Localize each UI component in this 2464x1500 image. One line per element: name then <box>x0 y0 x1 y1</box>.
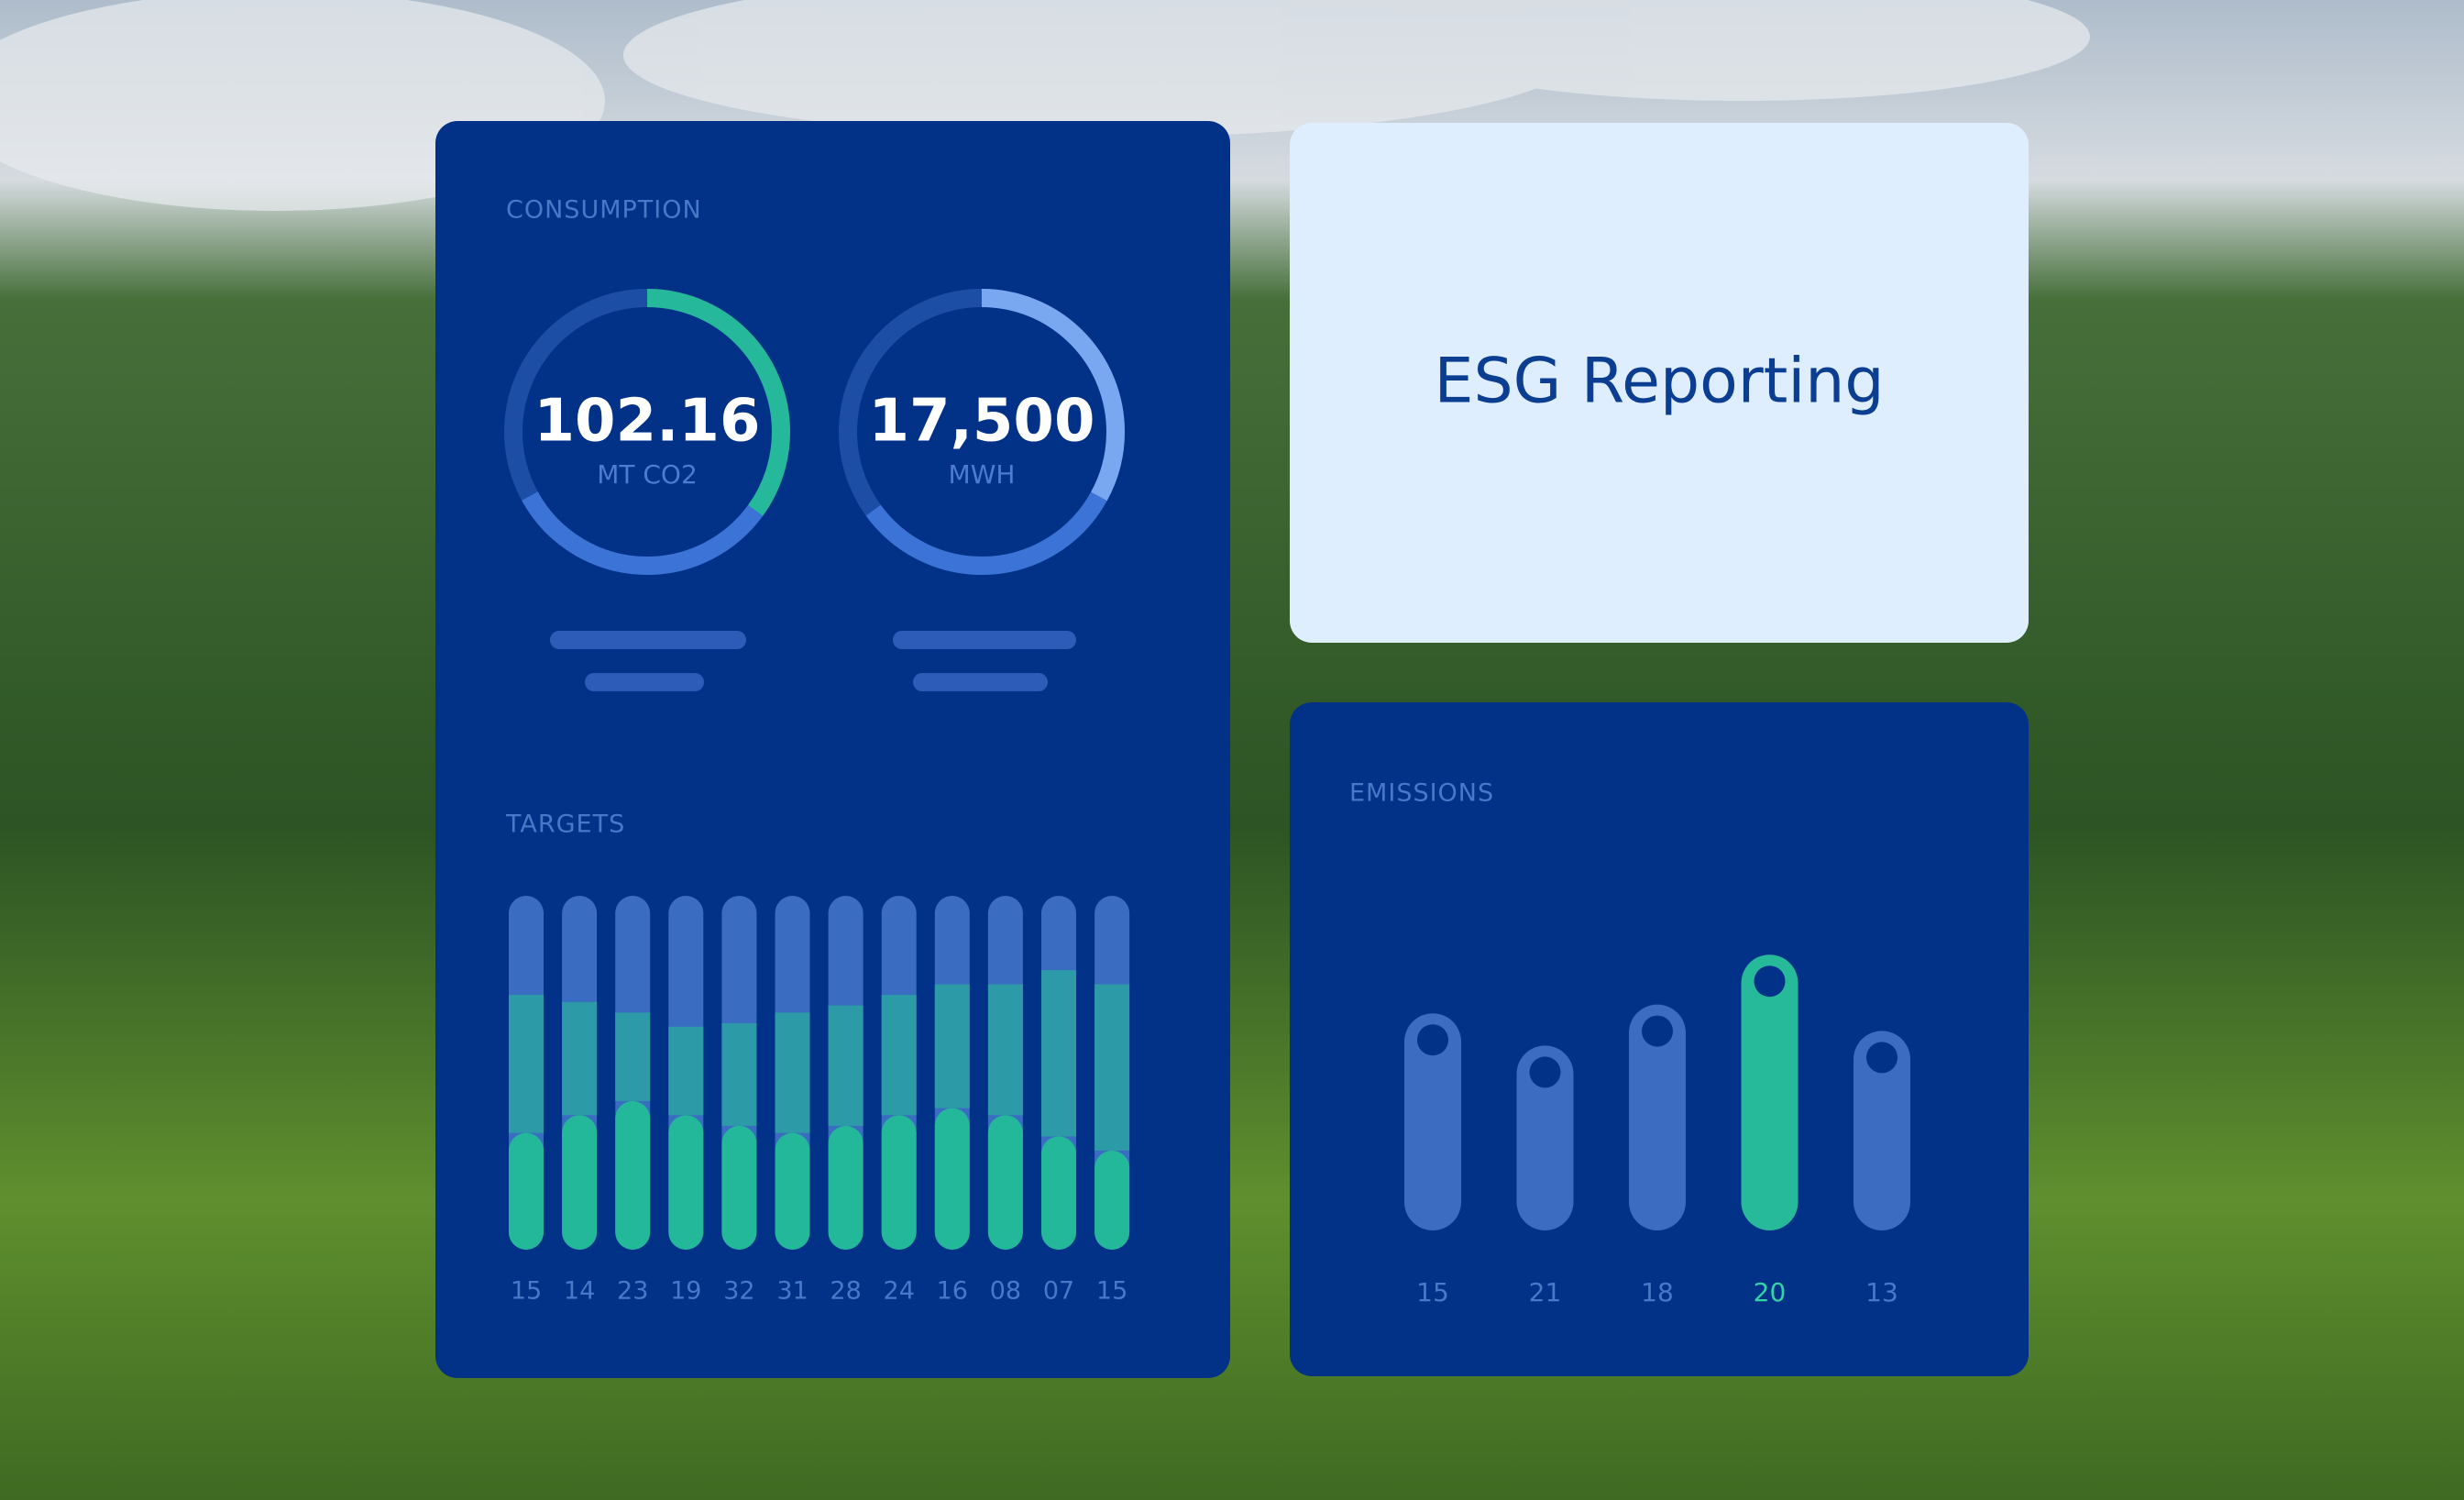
target-bar <box>509 995 544 1133</box>
target-bar <box>562 1115 598 1250</box>
target-label: 23 <box>617 1277 648 1306</box>
emission-bar <box>1741 954 1798 1230</box>
consumption-title: CONSUMPTION <box>506 196 702 225</box>
target-bar <box>828 1125 864 1250</box>
targets-title: TARGETS <box>505 811 625 839</box>
emissions-title: EMISSIONS <box>1349 779 1494 808</box>
emission-dot <box>1754 965 1786 998</box>
gauge-segment <box>839 289 1125 575</box>
target-bar <box>615 1012 651 1101</box>
target-bar <box>1094 1150 1130 1250</box>
clouds <box>0 0 2090 211</box>
target-bar <box>1041 1136 1076 1250</box>
emission-label: 21 <box>1529 1277 1562 1307</box>
gauge-value: 102.16 <box>534 388 761 456</box>
target-bar <box>934 984 970 1108</box>
gauge-segment <box>504 289 790 575</box>
target-bar <box>987 1115 1023 1250</box>
emission-bar <box>1404 1013 1461 1230</box>
target-bar <box>775 1132 810 1250</box>
target-label: 32 <box>723 1277 754 1306</box>
target-label: 16 <box>937 1277 968 1306</box>
target-bar <box>881 995 917 1116</box>
target-label: 15 <box>511 1277 542 1306</box>
target-bar <box>509 1132 544 1250</box>
target-bar <box>881 1115 917 1250</box>
emission-bar <box>1516 1045 1574 1230</box>
gauge-unit: MWH <box>949 459 1016 490</box>
emission-label: 18 <box>1641 1277 1674 1307</box>
emission-bar <box>1854 1031 1910 1230</box>
gauge-value: 17,500 <box>869 388 1095 456</box>
brand-card <box>1290 123 2029 643</box>
target-bar <box>721 1022 757 1126</box>
gauge-unit: MT CO2 <box>597 459 698 490</box>
target-label: 24 <box>884 1277 915 1306</box>
target-bar <box>615 1100 651 1250</box>
target-label: 07 <box>1043 1277 1074 1306</box>
emission-bar <box>1629 1004 1686 1230</box>
target-label: 15 <box>1096 1277 1128 1306</box>
target-bar <box>934 1108 970 1250</box>
emission-label: 13 <box>1865 1277 1898 1307</box>
brand-title: ESG Reporting <box>1434 346 1884 418</box>
target-bar <box>1041 970 1076 1137</box>
emission-dot <box>1529 1056 1561 1088</box>
target-bar <box>775 1012 810 1133</box>
placeholders <box>550 631 1076 691</box>
target-label: 31 <box>776 1277 808 1306</box>
gauge-segment <box>504 289 790 575</box>
emission-label: 15 <box>1416 1277 1449 1307</box>
target-bar <box>721 1125 757 1250</box>
target-bar <box>828 1005 864 1126</box>
target-label: 28 <box>830 1277 861 1306</box>
target-label: 14 <box>564 1277 595 1306</box>
gauge-segment <box>839 289 1125 575</box>
emission-dot <box>1642 1015 1673 1047</box>
target-label: 08 <box>990 1277 1021 1306</box>
target-bar <box>987 984 1023 1116</box>
target-bar <box>562 1001 598 1116</box>
emission-label: 20 <box>1754 1277 1787 1307</box>
target-label: 19 <box>670 1277 701 1306</box>
target-bar <box>668 1115 704 1250</box>
emission-dot <box>1417 1024 1448 1056</box>
target-bar <box>1094 984 1130 1151</box>
emission-dot <box>1866 1042 1898 1074</box>
target-bar <box>668 1026 704 1116</box>
